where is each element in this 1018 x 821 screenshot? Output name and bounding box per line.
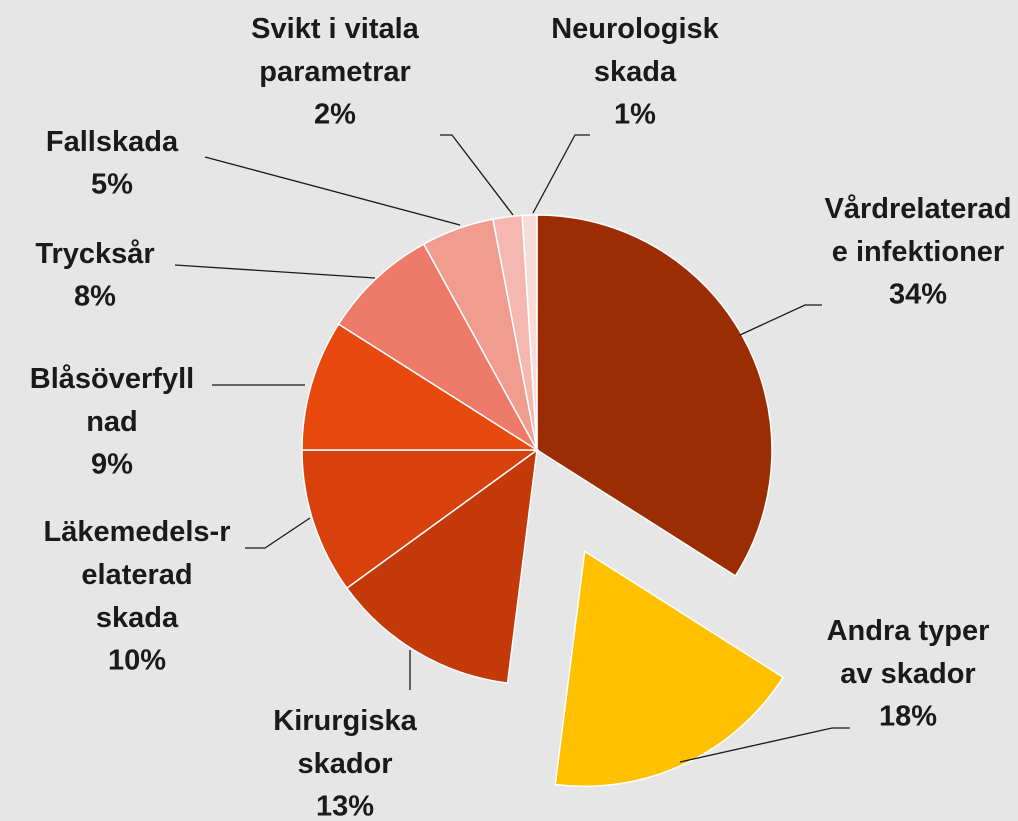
slice-label: Trycksår <box>35 238 154 270</box>
slice-label: Vårdrelaterad e infektioner <box>825 193 1012 268</box>
slice-label: Kirurgiska skador <box>273 705 417 780</box>
pie-slice <box>554 550 785 788</box>
pie-slice <box>521 214 538 451</box>
leader-line <box>245 517 311 549</box>
pie-slice <box>536 214 773 577</box>
slice-label: Fallskada <box>46 126 179 158</box>
pie-slice <box>301 323 540 451</box>
slice-label: Läkemedels-r elaterad skada <box>44 516 231 634</box>
pie-slice <box>345 448 538 684</box>
leader-line <box>440 134 514 216</box>
value-label: 13% <box>316 791 374 821</box>
value-label: 5% <box>91 169 133 201</box>
value-label: 2% <box>314 99 356 131</box>
value-label: 18% <box>879 701 937 733</box>
slice-label: Andra typer av skador <box>827 615 990 690</box>
leader-line <box>532 134 590 214</box>
leader-line <box>204 156 461 226</box>
leader-line <box>174 264 376 279</box>
value-label: 9% <box>91 449 133 481</box>
leader-line <box>739 304 822 336</box>
slice-label: Blåsöverfyll nad <box>30 363 194 438</box>
value-label: 34% <box>889 279 947 311</box>
value-label: 10% <box>108 645 166 677</box>
leader-line <box>679 727 850 763</box>
value-label: 1% <box>614 99 656 131</box>
pie-slice <box>301 449 540 590</box>
value-label: 8% <box>74 281 116 313</box>
pie-slice <box>337 243 538 451</box>
slice-label: Svikt i vitala parametrar <box>251 13 420 88</box>
slice-label: Neurologisk skada <box>551 13 719 88</box>
